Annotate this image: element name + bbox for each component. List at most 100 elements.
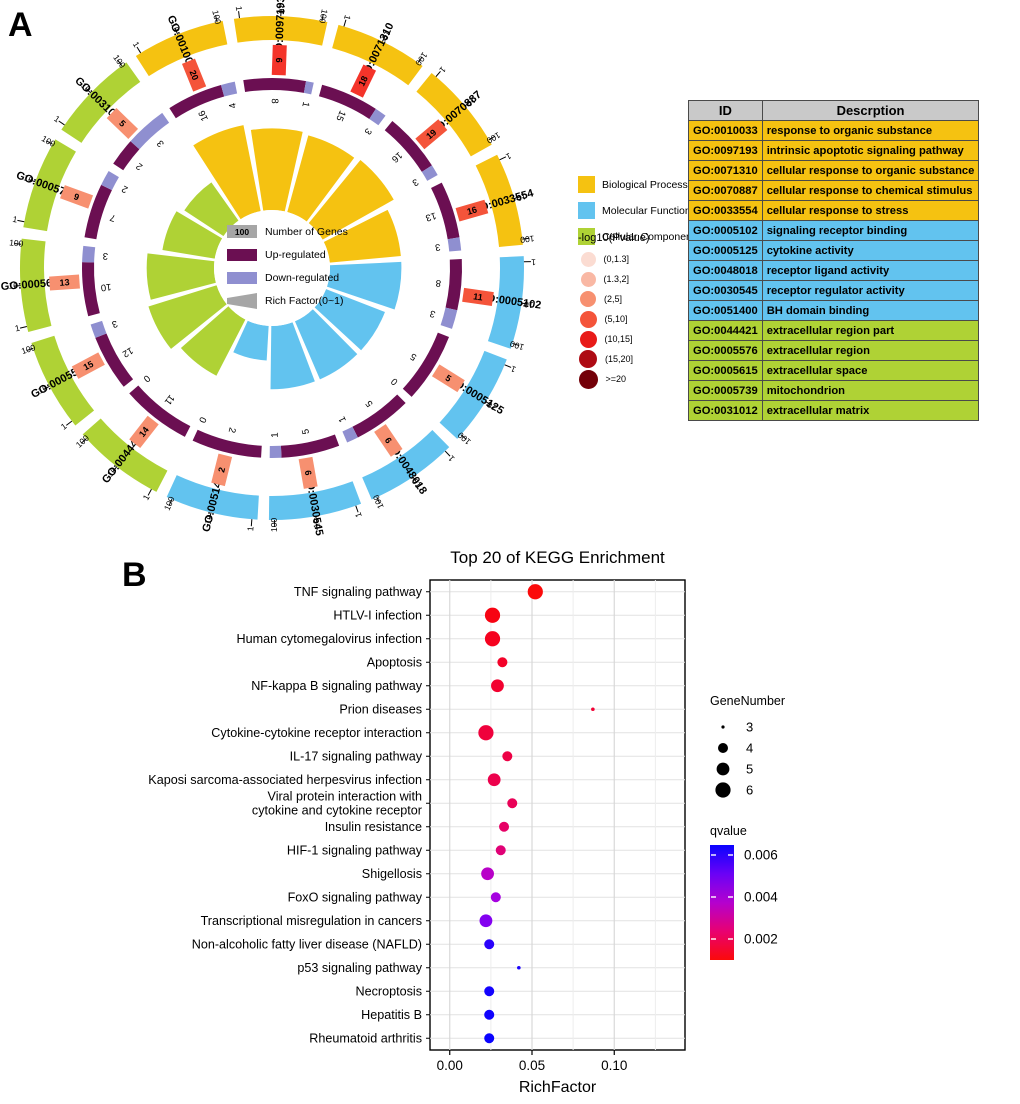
circos-axis-tick [355,505,359,513]
data-point[interactable] [484,986,495,997]
circos-axis-tick-label: 1 [504,151,513,162]
circos-axis-tick-label: 100 [20,342,37,356]
circos-gene-count-value: 11 [473,291,484,302]
circos-axis-tick-label: 10 [277,4,287,14]
circos-axis-tick [444,450,451,457]
circos-axis-tick [17,219,25,223]
circos-gene-count-box [374,424,403,457]
circos-gene-count-box [415,119,448,150]
data-point[interactable] [484,1009,495,1020]
data-point[interactable] [484,939,495,950]
go-table-cell-description: mitochondrion [761,380,980,401]
y-axis-label: p53 signaling pathway [297,961,422,975]
go-table-cell-id: GO:0031012 [688,400,763,421]
circos-gene-count: 16 [455,199,489,222]
table-row: GO:0005576 extracellular region [688,340,980,361]
go-table-cell-description: response to organic substance [761,120,980,141]
center-legend-label: Rich Factor(0~1) [265,295,343,307]
circos-down-regulated-arc [82,245,96,263]
pvalue-legend-label: (10,15] [604,334,633,344]
circos-axis-tick [412,476,418,484]
data-point[interactable] [499,821,510,832]
circos-rich-factor-wedge [250,128,303,212]
data-point[interactable] [484,607,501,623]
circos-gene-count-value: 20 [188,69,201,82]
go-table-cell-id: GO:0005576 [688,340,763,361]
go-table-cell-id: GO:0044421 [688,320,763,341]
pvalue-legend-dot [580,251,596,267]
size-legend-label: 4 [746,741,753,756]
circos-up-regulated-arc [84,184,112,240]
circos-up-count: 16 [197,109,211,123]
circos-down-count: 0 [389,375,400,387]
data-point[interactable] [490,892,501,903]
table-row: GO:0005102 signaling receptor binding [688,220,980,241]
data-point[interactable] [527,584,543,600]
circos-gene-count-value: 6 [383,436,394,446]
circos-up-count: 5 [300,428,312,435]
data-point[interactable] [495,845,506,856]
data-point[interactable] [484,1033,495,1044]
pvalue-legend-label: (0,1.3] [603,254,630,264]
data-point[interactable] [479,914,493,928]
go-table-cell-description: cellular response to chemical stimulus [761,180,980,201]
data-point[interactable] [478,725,494,741]
circos-axis-tick-label: 100 [9,237,24,248]
circos-outer-ring-GO:0044421 [82,418,168,492]
circos-gene-count-box [211,453,233,487]
y-axis-label: Kaposi sarcoma-associated herpesvirus in… [148,773,422,787]
data-point[interactable] [517,965,521,970]
category-legend-label: Cellular Component [602,230,695,243]
table-row: GO:0097193 intrinsic apoptotic signaling … [688,140,980,161]
circos-axis-tick [521,302,529,305]
circos-up-regulated-arc [384,120,432,172]
circos-rich-factor-wedge [294,309,358,380]
circos-axis-tick [376,496,381,504]
circos-go-id-label: GO:0005615 [0,277,64,293]
circos-rich-factor-wedge [287,135,355,222]
circos-axis-tick [147,489,152,496]
circos-axis-tick-label: 100 [317,8,330,24]
size-legend-title: GeneNumber [710,694,785,708]
data-point[interactable] [491,679,504,693]
circos-gene-count-box [462,287,494,306]
table-row: GO:0005125 cytokine activity [688,240,980,261]
circos-down-regulated-arc [342,426,358,443]
color-legend-label: 0.004 [744,890,778,905]
go-table-cell-description: extracellular space [761,360,980,381]
pvalue-legend-row: >=20 [578,369,698,389]
go-table-header-id: ID [688,100,763,121]
data-point[interactable] [481,867,494,881]
circos-axis-tick-label: 10 [203,513,215,525]
data-point[interactable] [502,751,513,762]
circos-outer-ring-GO:0048018 [362,430,450,500]
go-table-cell-id: GO:0005125 [688,240,763,261]
go-table-cell-id: GO:0005739 [688,380,763,401]
table-row: GO:0051400 BH domain binding [688,300,980,321]
size-legend-dot [716,762,730,776]
circos-outer-ring-GO:0005102 [487,256,525,349]
circos-gene-count: 6 [298,456,318,489]
circos-up-count: 16 [389,149,404,164]
data-point[interactable] [484,631,501,647]
center-legend-gene-box [227,225,257,238]
circos-gene-count: 2 [211,453,233,487]
circos-up-count: 5 [364,398,376,409]
circos-up-regulated-arc [113,141,140,171]
pvalue-legend-dot [579,330,597,348]
data-point[interactable] [591,707,595,712]
size-legend-label: 5 [746,762,753,777]
data-point[interactable] [487,773,501,787]
circos-down-count: 3 [410,176,420,188]
circos-gene-count-value: 15 [82,359,96,373]
data-point[interactable] [507,798,518,809]
circos-up-count: 2 [226,426,238,434]
circos-outer-ring-GO:0010033 [135,20,228,77]
circos-axis-tick [504,364,512,368]
data-point[interactable] [497,657,508,668]
circos-down-regulated-arc [269,445,282,458]
circos-axis-tick [435,70,441,77]
circos-axis-tick [460,434,467,440]
circos-up-count: 5 [408,350,418,362]
circos-axis-tick-label: 100 [269,517,279,532]
